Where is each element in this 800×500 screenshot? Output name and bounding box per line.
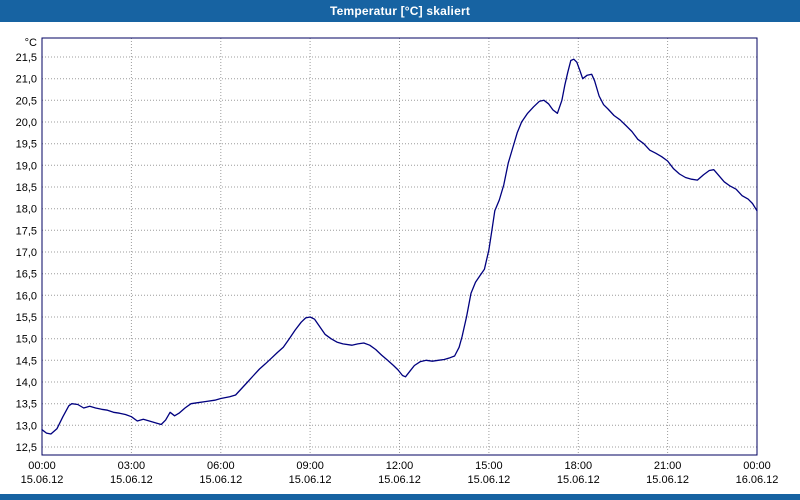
x-tick-date-label: 15.06.12 [289, 474, 332, 486]
title-bar: Temperatur [°C] skaliert [0, 0, 800, 22]
x-tick-date-label: 15.06.12 [199, 474, 242, 486]
x-tick-date-label: 16.06.12 [736, 474, 779, 486]
x-tick-time-label: 00:00 [28, 460, 56, 472]
x-tick-time-label: 21:00 [654, 460, 682, 472]
y-axis-unit-label: °C [25, 37, 37, 49]
x-tick-time-label: 03:00 [118, 460, 146, 472]
y-tick-label: 12,5 [16, 442, 37, 454]
y-tick-label: 18,0 [16, 204, 37, 216]
x-tick-time-label: 09:00 [296, 460, 324, 472]
y-tick-label: 15,5 [16, 312, 37, 324]
y-tick-label: 18,5 [16, 182, 37, 194]
y-tick-label: 17,0 [16, 247, 37, 259]
y-tick-label: 13,5 [16, 399, 37, 411]
y-tick-label: 14,0 [16, 377, 37, 389]
y-tick-label: 15,0 [16, 334, 37, 346]
x-tick-date-label: 15.06.12 [378, 474, 421, 486]
x-tick-time-label: 15:00 [475, 460, 503, 472]
x-tick-time-label: 00:00 [743, 460, 771, 472]
y-tick-label: 16,5 [16, 269, 37, 281]
plot-border [41, 37, 758, 456]
x-tick-time-label: 06:00 [207, 460, 235, 472]
x-tick-date-label: 15.06.12 [21, 474, 64, 486]
y-tick-label: 16,0 [16, 290, 37, 302]
x-tick-time-label: 18:00 [565, 460, 593, 472]
bottom-frame-bar [0, 494, 800, 500]
window-title: Temperatur [°C] skaliert [329, 4, 471, 18]
y-tick-label: 17,5 [16, 225, 37, 237]
chart-area: 21,5 21,0 20,5 20,0 19,5 19,0 18,5 18,0 17,5 17,0… [0, 22, 800, 494]
x-tick-date-label: 15.06.12 [557, 474, 600, 486]
y-tick-label: 20,0 [16, 117, 37, 129]
temperature-line-chart: 21,5 21,0 20,5 20,0 19,5 19,0 18,5 18,0 17,5 17,0… [16, 37, 779, 486]
temperature-series-line [41, 58, 758, 435]
x-tick-date-label: 15.06.12 [467, 474, 510, 486]
x-tick-date-label: 15.06.12 [110, 474, 153, 486]
x-tick-time-label: 12:00 [386, 460, 414, 472]
y-tick-label: 21,0 [16, 74, 37, 86]
y-tick-label: 13,0 [16, 420, 37, 432]
y-tick-label: 20,5 [16, 95, 37, 107]
y-tick-label: 21,5 [16, 52, 37, 64]
x-tick-date-label: 15.06.12 [646, 474, 689, 486]
y-tick-label: 19,5 [16, 139, 37, 151]
y-tick-label: 14,5 [16, 355, 37, 367]
y-tick-label: 19,0 [16, 160, 37, 172]
